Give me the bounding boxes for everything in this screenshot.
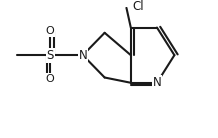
- Text: S: S: [46, 49, 54, 62]
- Text: N: N: [78, 49, 87, 62]
- Text: O: O: [46, 26, 54, 36]
- Text: O: O: [46, 74, 54, 84]
- Text: Cl: Cl: [132, 0, 143, 13]
- Text: N: N: [153, 76, 161, 89]
